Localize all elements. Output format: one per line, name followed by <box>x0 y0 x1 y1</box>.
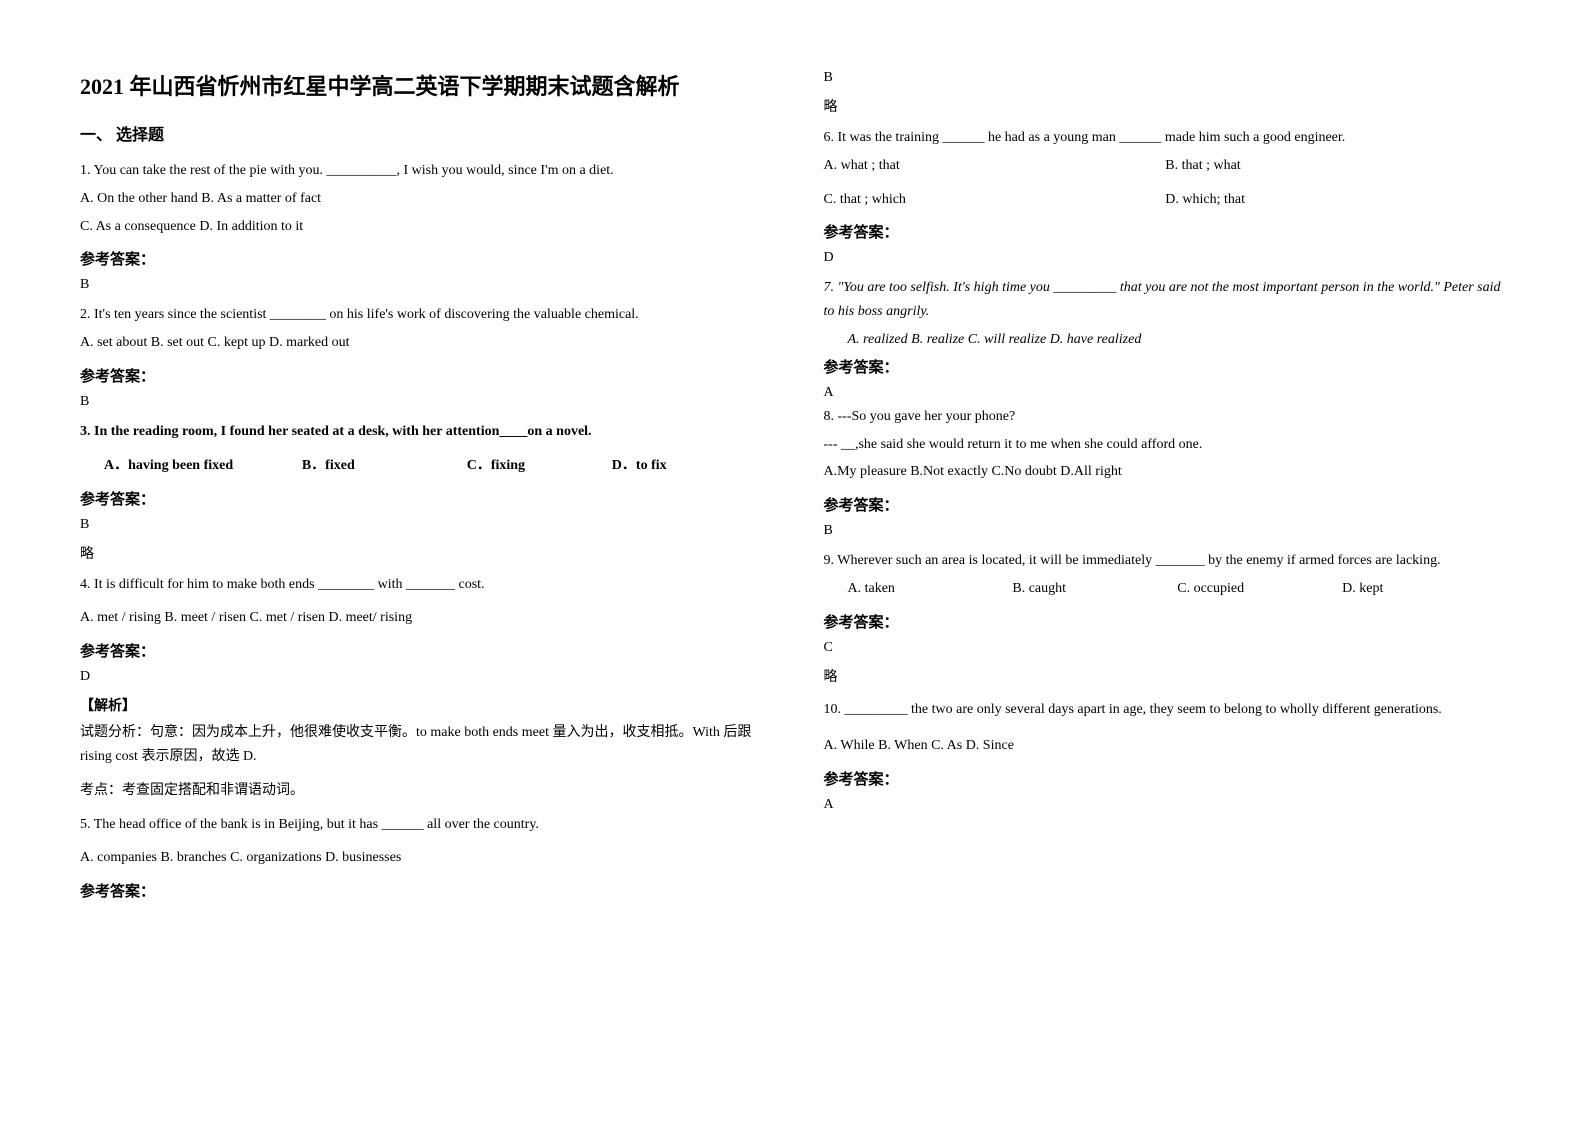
q4-explain1: 试题分析：句意：因为成本上升，他很难使收支平衡。to make both end… <box>80 721 764 769</box>
q3-text: 3. In the reading room, I found her seat… <box>80 420 764 444</box>
q7-answer-label: 参考答案： <box>824 356 1508 377</box>
q3-optA: A．having been fixed <box>104 454 302 478</box>
q4-explain2: 考点：考查固定搭配和非谓语动词。 <box>80 779 764 803</box>
q9-optA: A. taken <box>848 577 1013 601</box>
q9-text: 9. Wherever such an area is located, it … <box>824 549 1508 573</box>
q10-answer-label: 参考答案： <box>824 768 1508 789</box>
q9-answer: C <box>824 640 1508 656</box>
q6-optA: A. what ; that <box>824 154 1166 178</box>
document-title: 2021 年山西省忻州市红星中学高二英语下学期期末试题含解析 <box>80 70 764 103</box>
q1-text: 1. You can take the rest of the pie with… <box>80 159 764 183</box>
q9-note: 略 <box>824 666 1508 686</box>
q5-answer: B <box>824 70 1508 86</box>
q6-opts-row2: C. that ; which D. which; that <box>824 188 1508 212</box>
q5-opts: A. companies B. branches C. organization… <box>80 846 764 870</box>
q1-opts1: A. On the other hand B. As a matter of f… <box>80 187 764 211</box>
q6-answer: D <box>824 250 1508 266</box>
left-column: 2021 年山西省忻州市红星中学高二英语下学期期末试题含解析 一、 选择题 1.… <box>50 70 794 1052</box>
section-heading: 一、 选择题 <box>80 121 764 145</box>
q2-text: 2. It's ten years since the scientist __… <box>80 303 764 327</box>
q5-text: 5. The head office of the bank is in Bei… <box>80 813 764 837</box>
q4-text: 4. It is difficult for him to make both … <box>80 573 764 597</box>
q6-optB: B. that ; what <box>1165 154 1507 178</box>
q6-optC: C. that ; which <box>824 188 1166 212</box>
q1-answer: B <box>80 277 764 293</box>
q3-answer: B <box>80 517 764 533</box>
q4-answer-label: 参考答案： <box>80 640 764 661</box>
q2-answer: B <box>80 394 764 410</box>
q3-opts: A．having been fixed B．fixed C．fixing D．t… <box>80 454 764 478</box>
q6-opts-row1: A. what ; that B. that ; what <box>824 154 1508 178</box>
q7-text1: 7. "You are too selfish. It's high time … <box>824 276 1508 324</box>
q9-answer-label: 参考答案： <box>824 611 1508 632</box>
q1-answer-label: 参考答案： <box>80 248 764 269</box>
q4-opts: A. met / rising B. meet / risen C. met /… <box>80 606 764 630</box>
q6-text: 6. It was the training ______ he had as … <box>824 126 1508 150</box>
q8-answer: B <box>824 523 1508 539</box>
q4-answer: D <box>80 669 764 685</box>
q9-optD: D. kept <box>1342 577 1507 601</box>
q7-answer: A <box>824 385 1508 401</box>
q9-optC: C. occupied <box>1177 577 1342 601</box>
q8-text1: 8. ---So you gave her your phone? <box>824 405 1508 429</box>
q8-answer-label: 参考答案： <box>824 494 1508 515</box>
q1-opts2: C. As a consequence D. In addition to it <box>80 215 764 239</box>
q9-opts: A. taken B. caught C. occupied D. kept <box>824 577 1508 601</box>
q3-optD: D．to fix <box>612 454 764 478</box>
q5-answer-label: 参考答案： <box>80 880 764 901</box>
q8-opts: A.My pleasure B.Not exactly C.No doubt D… <box>824 460 1508 484</box>
q7-opts: A. realized B. realize C. will realize D… <box>824 328 1508 352</box>
q10-text: 10. _________ the two are only several d… <box>824 696 1508 724</box>
q9-optB: B. caught <box>1012 577 1177 601</box>
q2-answer-label: 参考答案： <box>80 365 764 386</box>
q10-opts: A. While B. When C. As D. Since <box>824 734 1508 758</box>
q6-optD: D. which; that <box>1165 188 1507 212</box>
q3-optB: B．fixed <box>302 454 467 478</box>
q3-answer-label: 参考答案： <box>80 488 764 509</box>
q8-text2: --- __,she said she would return it to m… <box>824 433 1508 457</box>
q5-note: 略 <box>824 96 1508 116</box>
q10-answer: A <box>824 797 1508 813</box>
q3-optC: C．fixing <box>467 454 612 478</box>
q4-explain-heading: 【解析】 <box>80 695 764 715</box>
q6-answer-label: 参考答案： <box>824 221 1508 242</box>
q2-opts: A. set about B. set out C. kept up D. ma… <box>80 331 764 355</box>
q3-note: 略 <box>80 543 764 563</box>
right-column: B 略 6. It was the training ______ he had… <box>794 70 1538 1052</box>
